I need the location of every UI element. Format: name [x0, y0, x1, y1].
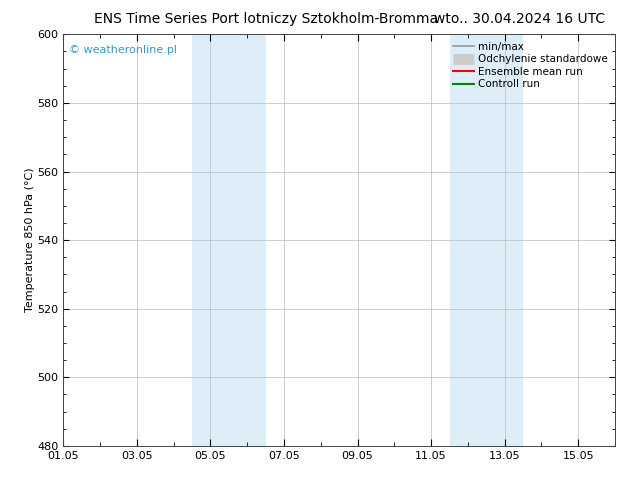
Legend: min/max, Odchylenie standardowe, Ensemble mean run, Controll run: min/max, Odchylenie standardowe, Ensembl…: [451, 40, 610, 92]
Y-axis label: Temperature 850 hPa (°C): Temperature 850 hPa (°C): [25, 168, 34, 313]
Bar: [192, 34, 266, 446]
Text: ENS Time Series Port lotniczy Sztokholm-Bromma: ENS Time Series Port lotniczy Sztokholm-…: [94, 12, 438, 26]
Text: © weatheronline.pl: © weatheronline.pl: [69, 45, 177, 54]
Text: wto.. 30.04.2024 16 UTC: wto.. 30.04.2024 16 UTC: [434, 12, 605, 26]
Bar: [450, 34, 523, 446]
